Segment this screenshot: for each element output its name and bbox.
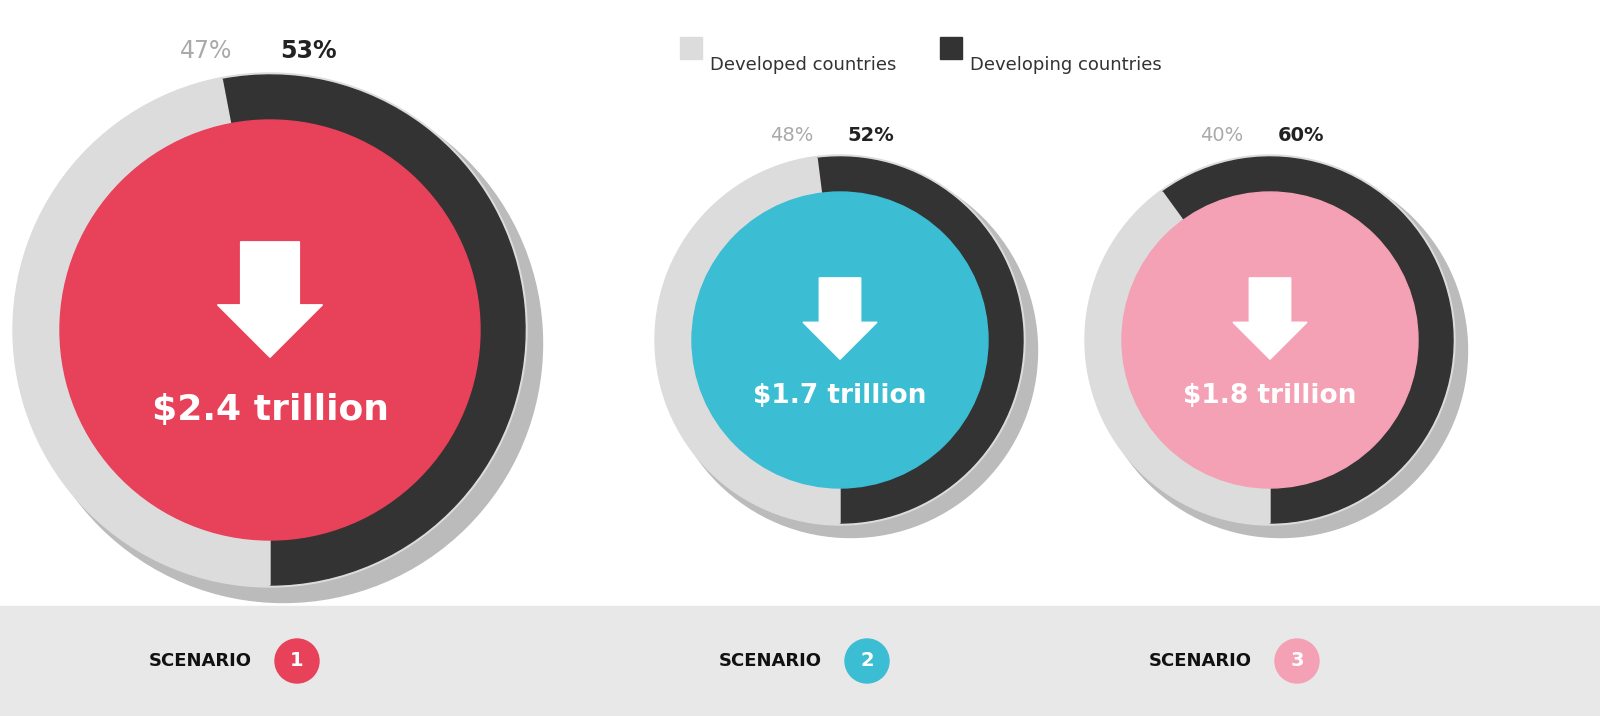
Circle shape <box>1122 192 1418 488</box>
Circle shape <box>654 155 1026 525</box>
Text: Developed countries: Developed countries <box>710 56 896 74</box>
Wedge shape <box>14 79 270 585</box>
Circle shape <box>61 120 480 540</box>
Wedge shape <box>818 157 1022 523</box>
Text: 53%: 53% <box>280 39 338 63</box>
Text: SCENARIO: SCENARIO <box>718 652 822 670</box>
Text: $1.8 trillion: $1.8 trillion <box>1184 383 1357 410</box>
Text: Developing countries: Developing countries <box>970 56 1162 74</box>
Circle shape <box>1093 163 1467 538</box>
Text: SCENARIO: SCENARIO <box>149 652 253 670</box>
Wedge shape <box>222 75 525 585</box>
Polygon shape <box>1234 278 1307 359</box>
Text: 48%: 48% <box>770 126 813 145</box>
Bar <box>0 606 1600 716</box>
Text: $2.4 trillion: $2.4 trillion <box>152 393 389 427</box>
Wedge shape <box>1086 192 1270 523</box>
Bar <box>941 37 962 59</box>
Circle shape <box>691 192 989 488</box>
Wedge shape <box>658 158 840 523</box>
Wedge shape <box>1163 157 1453 523</box>
Text: 1: 1 <box>290 652 304 670</box>
Circle shape <box>275 639 318 683</box>
Text: $1.7 trillion: $1.7 trillion <box>754 383 926 410</box>
Circle shape <box>13 73 526 587</box>
Circle shape <box>845 639 890 683</box>
Text: 47%: 47% <box>179 39 232 63</box>
Circle shape <box>1085 155 1454 525</box>
Text: 3: 3 <box>1290 652 1304 670</box>
Text: SCENARIO: SCENARIO <box>1149 652 1251 670</box>
Circle shape <box>24 84 542 602</box>
Circle shape <box>664 163 1037 538</box>
Text: 60%: 60% <box>1277 126 1323 145</box>
Text: 52%: 52% <box>848 126 894 145</box>
Text: 40%: 40% <box>1200 126 1243 145</box>
Bar <box>680 37 702 59</box>
Polygon shape <box>218 242 323 357</box>
Text: 2: 2 <box>861 652 874 670</box>
Circle shape <box>1275 639 1318 683</box>
Polygon shape <box>803 278 877 359</box>
